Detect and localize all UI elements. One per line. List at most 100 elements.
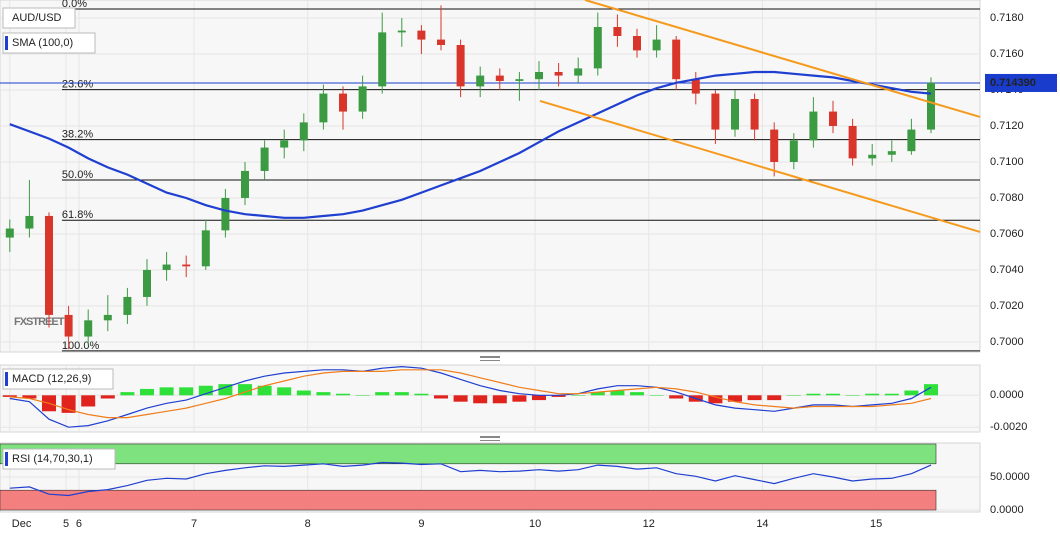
y-tick-label: 0.7040	[990, 264, 1024, 276]
candle-body	[437, 39, 445, 45]
histogram-bar	[532, 395, 546, 401]
histogram-bar	[473, 395, 488, 404]
watermark: FXSTREET	[14, 316, 65, 328]
fib-label: 50.0%	[62, 169, 93, 181]
candle-body	[182, 264, 191, 267]
candle-body	[339, 93, 347, 112]
candle-body	[25, 215, 34, 229]
histogram-bar	[571, 395, 586, 396]
indicator-label-accent	[5, 452, 8, 466]
histogram-bar	[512, 395, 527, 402]
histogram-bar	[826, 393, 840, 396]
y-tick-label: 50.0000	[990, 471, 1030, 483]
y-tick-label: 0.7160	[990, 48, 1024, 60]
fib-label: 23.6%	[62, 79, 93, 91]
candle-body	[5, 228, 14, 238]
histogram-bar	[924, 384, 938, 396]
y-tick-label: 0.7060	[990, 228, 1024, 240]
candle-body	[162, 264, 171, 270]
x-tick-label: 6	[76, 518, 82, 530]
histogram-bar	[669, 395, 684, 399]
histogram-bar	[630, 392, 644, 396]
fib-label: 38.2%	[62, 129, 93, 141]
histogram-bar	[845, 395, 860, 396]
histogram-bar	[198, 385, 213, 396]
trendline	[584, 0, 981, 118]
indicator-label-box	[2, 448, 116, 470]
x-tick-label: 7	[191, 518, 197, 530]
candle-body	[789, 140, 798, 162]
y-tick-label: 0.7000	[990, 336, 1024, 348]
histogram-bar	[2, 395, 17, 397]
candle-body	[319, 93, 328, 123]
histogram-bar	[865, 393, 880, 396]
candle-body	[221, 197, 230, 231]
y-tick-label: 0.7080	[990, 192, 1024, 204]
fib-label: 61.8%	[62, 209, 93, 221]
candle-body	[691, 79, 700, 94]
candle-body	[750, 98, 759, 130]
candle-body	[495, 75, 504, 81]
indicator-label: AUD/USD	[12, 12, 62, 24]
last-price-label: 0.714390	[990, 77, 1036, 89]
candle-body	[241, 170, 249, 198]
histogram-bar	[904, 390, 919, 396]
candle-body	[554, 71, 563, 76]
indicator-label-accent	[5, 36, 8, 50]
candle-body	[515, 79, 524, 81]
histogram-bar	[394, 392, 409, 396]
histogram-bar	[375, 392, 390, 396]
x-tick-label: 12	[643, 518, 655, 530]
trendline	[539, 99, 981, 233]
histogram-bar	[159, 387, 174, 396]
y-tick-label: -0.0020	[990, 421, 1027, 433]
y-tick-label: 0.7020	[990, 300, 1024, 312]
y-tick-label: 0.0000	[990, 389, 1024, 401]
candle-body	[280, 140, 289, 148]
indicator-label-box	[2, 32, 96, 54]
panel-background	[0, 364, 981, 433]
candle-body	[613, 26, 622, 36]
indicator-label-box	[2, 7, 76, 29]
histogram-bar	[767, 395, 782, 401]
histogram-bar	[453, 395, 468, 402]
x-tick-label: 9	[418, 518, 424, 530]
candle-body	[829, 111, 837, 126]
histogram-bar	[551, 395, 566, 397]
histogram-bar	[492, 395, 507, 404]
histogram-bar	[590, 392, 605, 396]
histogram-bar	[140, 388, 154, 396]
candle-body	[848, 125, 857, 159]
histogram-bar	[316, 392, 331, 396]
histogram-bar	[100, 395, 115, 399]
candle-body	[887, 151, 896, 155]
histogram-bar	[179, 387, 194, 396]
histogram-bar	[708, 395, 723, 404]
indicator-label: MACD (12,26,9)	[12, 373, 91, 385]
candle-body	[809, 111, 818, 141]
x-tick-label: 14	[756, 518, 768, 530]
x-tick-label: 15	[870, 518, 882, 530]
candle-body	[84, 320, 93, 337]
candle-body	[417, 30, 426, 40]
histogram-bar	[336, 393, 350, 396]
sma-line	[9, 70, 932, 219]
candle-body	[770, 129, 779, 162]
indicator-label: SMA (100,0)	[12, 37, 73, 49]
y-tick-label: 0.7180	[990, 12, 1024, 24]
y-tick-label: 0.7120	[990, 120, 1024, 132]
histogram-bar	[610, 390, 625, 396]
fib-label: 100.0%	[62, 340, 100, 352]
candle-body	[633, 35, 641, 51]
candle-body	[123, 296, 132, 315]
candle-body	[201, 230, 210, 267]
fib-label: 0.0%	[62, 0, 87, 10]
histogram-bar	[649, 395, 664, 396]
histogram-bar	[81, 395, 96, 407]
x-tick-label: 8	[305, 518, 311, 530]
x-tick-label: 5	[63, 518, 69, 530]
x-tick-label: 10	[529, 518, 541, 530]
candle-body	[672, 39, 681, 80]
histogram-bar	[257, 385, 272, 396]
